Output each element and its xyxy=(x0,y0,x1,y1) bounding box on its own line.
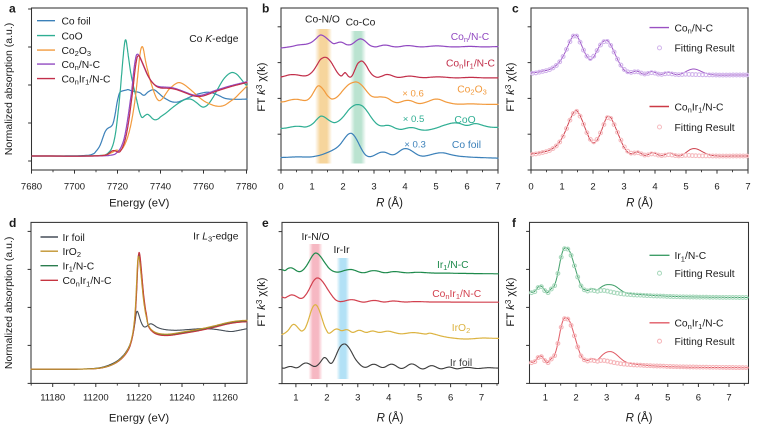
svg-text:7680: 7680 xyxy=(21,182,42,193)
svg-text:Fitting Result: Fitting Result xyxy=(675,123,735,134)
svg-text:2: 2 xyxy=(340,182,345,193)
svg-text:4: 4 xyxy=(635,393,640,404)
svg-text:Energy (eV): Energy (eV) xyxy=(109,413,170,425)
svg-text:0: 0 xyxy=(278,182,283,193)
svg-text:Ir1/N-C: Ir1/N-C xyxy=(675,251,707,263)
svg-text:2: 2 xyxy=(324,393,329,404)
svg-text:Ir1/N-C: Ir1/N-C xyxy=(437,260,469,272)
svg-text:4: 4 xyxy=(402,182,407,193)
svg-text:7700: 7700 xyxy=(64,182,85,193)
svg-text:f: f xyxy=(512,216,517,230)
svg-text:d: d xyxy=(9,216,16,230)
svg-text:c: c xyxy=(512,1,519,15)
svg-text:R (Å): R (Å) xyxy=(626,412,653,425)
svg-text:11200: 11200 xyxy=(83,393,109,404)
svg-text:11180: 11180 xyxy=(40,393,65,404)
svg-text:ConIr1/N-C: ConIr1/N-C xyxy=(675,319,725,331)
svg-text:1: 1 xyxy=(543,393,548,404)
svg-text:7: 7 xyxy=(479,393,484,404)
svg-text:4: 4 xyxy=(386,393,391,404)
svg-text:a: a xyxy=(9,1,16,15)
svg-text:Fitting Result: Fitting Result xyxy=(675,44,735,55)
svg-text:× 0.6: × 0.6 xyxy=(402,89,424,100)
svg-text:Co foil: Co foil xyxy=(62,17,91,28)
svg-text:5: 5 xyxy=(665,393,670,404)
svg-text:5: 5 xyxy=(433,182,438,193)
svg-text:1: 1 xyxy=(293,393,298,404)
svg-text:Co2O3: Co2O3 xyxy=(457,85,487,97)
svg-text:IrO2: IrO2 xyxy=(452,323,470,335)
svg-text:Energy (eV): Energy (eV) xyxy=(109,198,170,210)
svg-text:ConIr1/N-C: ConIr1/N-C xyxy=(675,102,725,114)
svg-text:2: 2 xyxy=(590,182,595,193)
svg-text:3: 3 xyxy=(355,393,360,404)
svg-text:3: 3 xyxy=(621,182,626,193)
svg-text:ConIr1/N-C: ConIr1/N-C xyxy=(446,59,496,71)
svg-text:Ir1/N-C: Ir1/N-C xyxy=(63,262,95,274)
svg-text:× 0.5: × 0.5 xyxy=(403,114,425,125)
svg-text:0: 0 xyxy=(528,182,533,193)
svg-text:1: 1 xyxy=(559,182,564,193)
svg-text:7: 7 xyxy=(745,182,750,193)
svg-text:ConIr1/N-C: ConIr1/N-C xyxy=(432,289,482,301)
svg-text:e: e xyxy=(262,216,269,230)
svg-text:7760: 7760 xyxy=(193,182,214,193)
svg-text:6: 6 xyxy=(714,182,719,193)
svg-text:Fitting Result: Fitting Result xyxy=(675,337,735,348)
svg-text:5: 5 xyxy=(683,182,688,193)
svg-text:Co foil: Co foil xyxy=(452,140,481,151)
svg-text:Co K-edge: Co K-edge xyxy=(189,34,239,45)
svg-text:2: 2 xyxy=(573,393,578,404)
svg-text:Con/N-C: Con/N-C xyxy=(451,32,490,44)
svg-text:Ir foil: Ir foil xyxy=(450,358,472,369)
svg-text:Ir-Ir: Ir-Ir xyxy=(333,245,350,256)
svg-text:Ir foil: Ir foil xyxy=(63,233,85,244)
svg-text:R (Å): R (Å) xyxy=(626,197,653,210)
svg-text:Con/N-C: Con/N-C xyxy=(62,60,101,72)
svg-text:Normalized absorption (a.u.): Normalized absorption (a.u.) xyxy=(3,23,15,155)
svg-text:FT k3 χ(k): FT k3 χ(k) xyxy=(504,62,517,111)
svg-text:FT k3 χ(k): FT k3 χ(k) xyxy=(255,62,268,111)
svg-text:11240: 11240 xyxy=(169,393,195,404)
svg-text:5: 5 xyxy=(417,393,422,404)
svg-text:Co-Co: Co-Co xyxy=(346,17,376,28)
svg-text:7: 7 xyxy=(495,182,500,193)
svg-text:7: 7 xyxy=(726,393,731,404)
svg-text:4: 4 xyxy=(652,182,657,193)
svg-text:Fitting Result: Fitting Result xyxy=(675,269,735,280)
svg-text:CoO: CoO xyxy=(62,31,83,42)
svg-text:FT k3 χ(k): FT k3 χ(k) xyxy=(504,277,517,326)
svg-text:FT k3 χ(k): FT k3 χ(k) xyxy=(255,277,268,326)
svg-text:11260: 11260 xyxy=(212,393,238,404)
svg-text:ConIr1/N-C: ConIr1/N-C xyxy=(63,276,113,288)
svg-text:Co2O3: Co2O3 xyxy=(62,46,92,58)
svg-text:b: b xyxy=(262,1,269,15)
svg-text:IrO2: IrO2 xyxy=(63,247,81,259)
svg-text:ConIr1/N-C: ConIr1/N-C xyxy=(62,74,112,86)
svg-text:1: 1 xyxy=(309,182,314,193)
svg-text:7720: 7720 xyxy=(107,182,128,193)
svg-text:7780: 7780 xyxy=(236,182,257,193)
svg-text:6: 6 xyxy=(448,393,453,404)
svg-text:Ir-N/O: Ir-N/O xyxy=(301,232,329,243)
svg-text:7740: 7740 xyxy=(150,182,171,193)
svg-text:Ir L3-edge: Ir L3-edge xyxy=(193,232,239,244)
svg-text:CoO: CoO xyxy=(454,115,475,126)
svg-text:3: 3 xyxy=(371,182,376,193)
svg-text:6: 6 xyxy=(464,182,469,193)
svg-text:Co-N/O: Co-N/O xyxy=(305,14,340,25)
svg-text:3: 3 xyxy=(604,393,609,404)
svg-text:R (Å): R (Å) xyxy=(376,197,403,210)
svg-text:× 0.3: × 0.3 xyxy=(404,140,426,151)
svg-text:Normalized absorption (a.u.): Normalized absorption (a.u.) xyxy=(3,237,15,369)
svg-text:R (Å): R (Å) xyxy=(377,412,404,425)
svg-text:6: 6 xyxy=(696,393,701,404)
svg-text:Con/N-C: Con/N-C xyxy=(675,23,714,35)
svg-text:11220: 11220 xyxy=(126,393,152,404)
